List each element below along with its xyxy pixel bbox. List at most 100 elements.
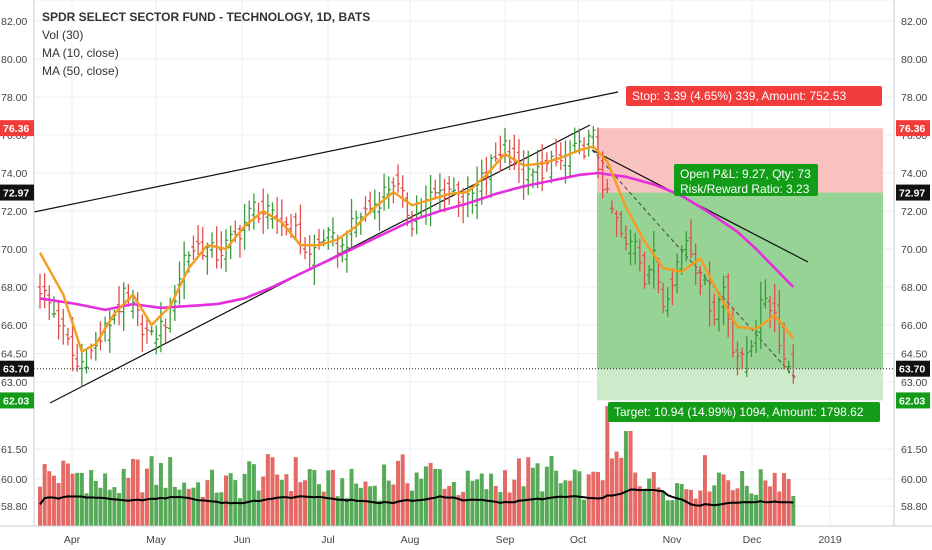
price-bar — [47, 285, 52, 321]
price-bar — [702, 273, 708, 286]
legend-ma50[interactable]: MA (50, close) — [42, 64, 119, 78]
volume-bar — [293, 457, 298, 526]
price-badge — [896, 120, 930, 137]
price-bar — [558, 142, 563, 171]
volume-bar — [721, 474, 726, 526]
volume-bar — [65, 463, 70, 526]
volume-bar — [716, 472, 721, 526]
price-bar — [753, 319, 759, 353]
price-bar — [61, 308, 66, 345]
price-bar — [372, 189, 377, 220]
volume-bar — [177, 489, 182, 526]
volume-bar — [168, 457, 173, 526]
price-badge-label: 72.97 — [899, 188, 925, 200]
price-bar — [591, 126, 596, 149]
price-badge-label: 76.36 — [3, 123, 29, 135]
volume-bar — [419, 478, 424, 526]
volume-bar — [600, 480, 605, 526]
volume-bar — [693, 498, 698, 526]
profit-zone — [597, 192, 883, 369]
price-badge-label: 62.03 — [3, 395, 29, 407]
volume-bar — [628, 431, 633, 526]
volume-bar — [465, 470, 470, 526]
volume-bar — [670, 500, 675, 526]
left-tick-label: 64.50 — [1, 349, 27, 361]
volume-bar — [372, 485, 377, 526]
volume-bar — [707, 491, 712, 526]
price-bar — [488, 154, 494, 198]
volume-bar — [289, 490, 294, 526]
legend-vol[interactable]: Vol (30) — [42, 28, 84, 42]
price-bar — [791, 344, 796, 384]
volume-bar — [61, 460, 66, 526]
volume-bar — [735, 488, 740, 526]
svg-text:Stop: 3.39 (4.65%) 339, Amount: Stop: 3.39 (4.65%) 339, Amount: 752.53 — [632, 89, 846, 103]
left-tick-label: 78.00 — [1, 92, 27, 104]
volume-bar — [186, 488, 191, 526]
ma10-line — [38, 145, 795, 353]
volume-bar — [93, 481, 98, 526]
position-labels[interactable]: Stop: 3.39 (4.65%) 339, Amount: 752.53 Op… — [608, 86, 882, 422]
price-badge-label: 62.03 — [899, 395, 925, 407]
upper-trend-line — [33, 91, 619, 213]
volume-bar — [158, 463, 163, 526]
price-bar — [586, 129, 591, 157]
volume-bar — [521, 486, 526, 526]
price-bar — [400, 175, 405, 208]
volume-bar — [112, 487, 117, 526]
volume-bar — [563, 480, 568, 526]
price-bar — [474, 166, 480, 220]
price-bar — [414, 195, 419, 235]
volume-bar — [470, 480, 475, 526]
legend[interactable]: SPDR SELECT SECTOR FUND - TECHNOLOGY, 1D… — [42, 8, 370, 80]
volume-bar — [702, 455, 707, 526]
price-bar — [707, 261, 712, 327]
price-bar — [772, 283, 777, 332]
price-bar — [409, 210, 415, 237]
volume-bar — [354, 483, 359, 526]
legend-ma10[interactable]: MA (10, close) — [42, 46, 119, 60]
volume-bar — [75, 472, 80, 526]
volume-bar — [605, 406, 610, 526]
price-bar — [642, 251, 647, 289]
volume-bar — [279, 479, 284, 526]
right-tick-label: 63.00 — [901, 377, 927, 389]
volume-bar — [172, 486, 177, 526]
volume-bar — [637, 486, 642, 526]
volume-bar — [242, 473, 247, 526]
volume-bar — [335, 496, 340, 526]
price-bar — [609, 200, 615, 214]
volume-bar — [535, 463, 540, 526]
volume-bar — [461, 491, 466, 526]
right-tick-label: 68.00 — [901, 282, 927, 294]
x-tick-label: Aug — [401, 534, 420, 546]
volume-bar — [782, 473, 786, 526]
price-bar — [628, 229, 633, 266]
volume-bar — [665, 500, 670, 526]
price-bar — [37, 273, 43, 309]
price-bar — [758, 281, 763, 350]
volume-bar — [768, 486, 773, 526]
volume-bar — [182, 482, 187, 526]
volume-bar — [549, 455, 554, 526]
svg-text:Target: 10.94 (14.99%) 1094, A: Target: 10.94 (14.99%) 1094, Amount: 179… — [614, 405, 864, 419]
right-tick-label: 72.00 — [901, 206, 927, 218]
volume-bar — [698, 490, 703, 526]
volume-bar — [117, 493, 122, 526]
price-bar — [651, 231, 656, 289]
volume-bar — [303, 480, 308, 526]
volume-bar — [647, 478, 652, 526]
volume-bar — [363, 481, 368, 526]
volume-bar — [200, 497, 205, 526]
volume-bar — [270, 457, 275, 526]
volume-bar — [493, 485, 498, 526]
volume-bar — [149, 456, 154, 526]
volume-bar — [791, 496, 796, 526]
price-bar — [200, 226, 205, 260]
volume-bar — [530, 467, 535, 526]
volume-bar — [558, 483, 563, 526]
left-tick-label: 72.00 — [1, 206, 27, 218]
volume-bar — [377, 500, 382, 526]
price-bar — [693, 243, 698, 285]
